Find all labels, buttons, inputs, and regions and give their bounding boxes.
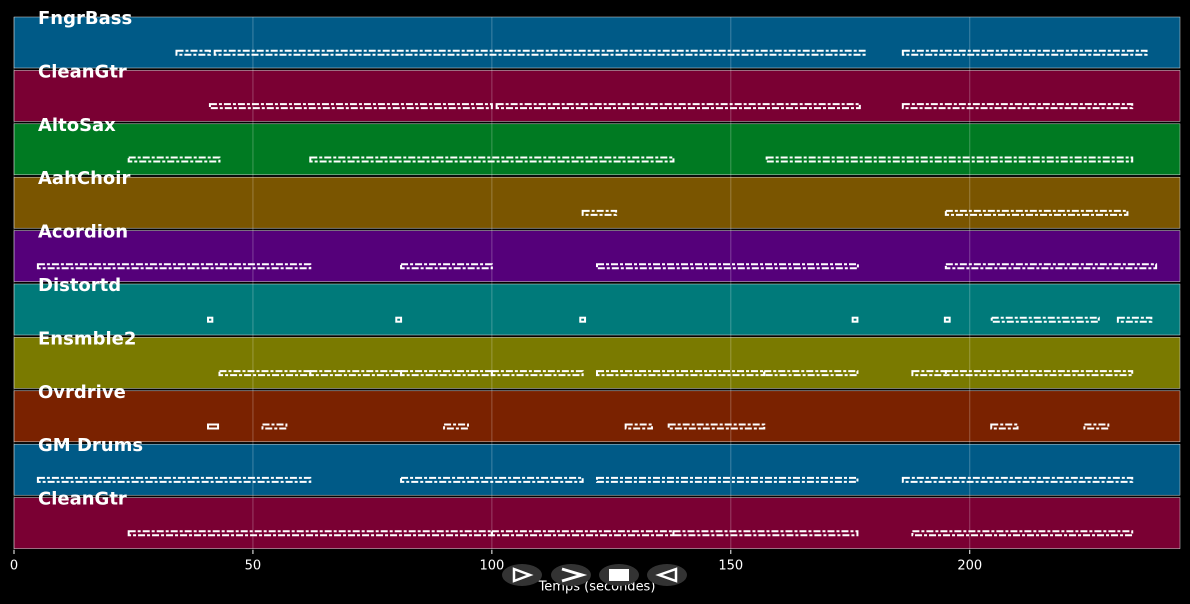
stop-button[interactable] bbox=[599, 564, 639, 586]
track-band bbox=[13, 443, 1181, 496]
track-band bbox=[13, 16, 1181, 69]
note-run bbox=[901, 103, 1134, 110]
note-run bbox=[944, 370, 1134, 377]
note-run bbox=[944, 263, 1158, 270]
note-run bbox=[127, 156, 221, 163]
note-run bbox=[990, 316, 1100, 323]
note-run bbox=[911, 370, 947, 377]
note-run bbox=[207, 316, 214, 323]
note-run bbox=[395, 316, 403, 323]
track-band bbox=[13, 230, 1181, 282]
x-tick-label: 200 bbox=[957, 559, 982, 574]
note-run bbox=[765, 156, 1134, 163]
play-button[interactable] bbox=[502, 564, 542, 586]
track-name: AltoSax bbox=[38, 115, 116, 136]
note-run bbox=[261, 423, 288, 430]
note-run bbox=[309, 370, 403, 377]
note-run bbox=[901, 476, 1134, 483]
track-name: Distortd bbox=[38, 275, 121, 296]
note-run bbox=[1083, 423, 1110, 430]
track-name: AahChoir bbox=[38, 168, 130, 189]
track-band bbox=[13, 390, 1181, 443]
x-tick-label: 50 bbox=[245, 559, 262, 574]
note-run bbox=[596, 476, 859, 483]
track-band bbox=[13, 497, 1181, 549]
track-band bbox=[13, 283, 1181, 336]
note-run bbox=[672, 530, 859, 537]
note-run bbox=[911, 530, 1134, 537]
note-run bbox=[667, 423, 766, 430]
track-band bbox=[13, 337, 1181, 389]
note-run bbox=[943, 316, 951, 323]
note-run bbox=[443, 423, 469, 430]
x-tick-label: 150 bbox=[718, 559, 743, 574]
note-run bbox=[36, 263, 312, 270]
note-run bbox=[763, 370, 859, 377]
note-run bbox=[218, 370, 312, 377]
note-run bbox=[579, 316, 587, 323]
note-run bbox=[400, 476, 584, 483]
note-run bbox=[851, 316, 859, 323]
track-name: CleanGtr bbox=[38, 61, 127, 82]
x-tick-label: 100 bbox=[479, 559, 504, 574]
track-name: Acordion bbox=[38, 222, 128, 243]
note-run bbox=[175, 49, 211, 56]
note-run bbox=[1116, 316, 1153, 323]
note-run bbox=[208, 103, 493, 110]
fast-forward-button[interactable] bbox=[551, 564, 591, 586]
track-band bbox=[13, 123, 1181, 176]
x-tick-label: 0 bbox=[10, 559, 18, 574]
track-name: FngrBass bbox=[38, 8, 132, 29]
note-run bbox=[944, 209, 1129, 216]
track-name: Ensmble2 bbox=[38, 328, 136, 349]
note-run bbox=[309, 156, 675, 163]
track-name: Ovrdrive bbox=[38, 382, 126, 403]
track-name: CleanGtr bbox=[38, 489, 127, 510]
plot bbox=[13, 16, 1181, 549]
note-run bbox=[624, 423, 653, 430]
transport-controls bbox=[502, 564, 687, 586]
track-band bbox=[13, 70, 1181, 122]
note-run bbox=[581, 209, 618, 216]
note-run bbox=[400, 263, 493, 270]
note-run bbox=[596, 263, 859, 270]
note-run bbox=[901, 49, 1148, 56]
note-run bbox=[400, 370, 493, 377]
note-run bbox=[490, 370, 584, 377]
track-name: GM Drums bbox=[38, 435, 143, 456]
note-run bbox=[990, 423, 1019, 430]
note-run bbox=[207, 423, 220, 430]
track-band bbox=[13, 176, 1181, 229]
note-run bbox=[213, 49, 866, 56]
note-run bbox=[495, 103, 861, 110]
rewind-button[interactable] bbox=[647, 564, 687, 586]
note-run bbox=[36, 476, 312, 483]
